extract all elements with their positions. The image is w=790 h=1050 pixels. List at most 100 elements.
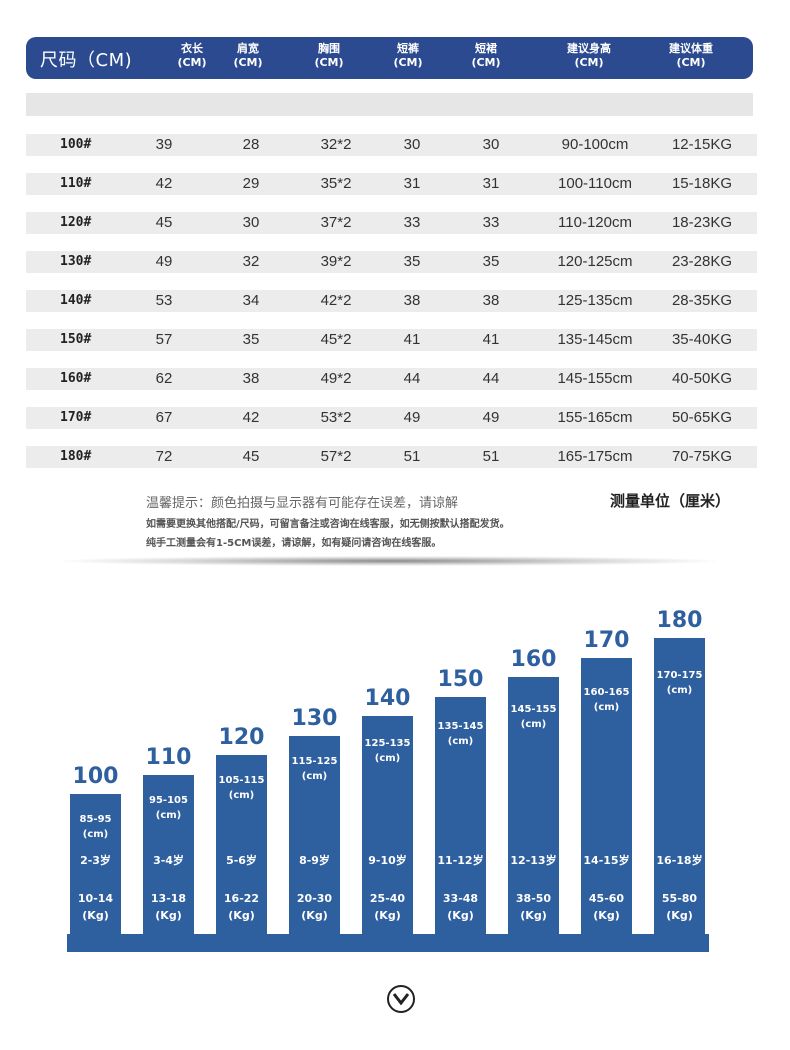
scroll-down-button[interactable] [387,985,415,1013]
cell-length: 72 [155,448,173,465]
chart-bar: 100 85-95 (cm) 2-3岁 10-14 (Kg) [70,764,121,934]
cell-height: 90-100cm [561,136,629,153]
row-background [26,134,757,156]
cell-skirt: 38 [482,292,500,309]
unit-label: 测量单位（厘米） [610,492,731,510]
bar-size-label: 110 [145,744,192,770]
bar-weight-unit: (Kg) [82,909,109,922]
cell-shoulder: 42 [242,409,260,426]
cell-weight: 70-75KG [671,448,733,465]
cell-size: 100# [60,137,92,152]
cell-weight: 50-65KG [671,409,733,426]
row-background [26,251,757,273]
chart-bar: 150 135-145 (cm) 11-12岁 33-48 (Kg) [435,667,486,934]
bar-height-unit: (cm) [666,684,693,696]
tip-text: 温馨提示：颜色拍摄与显示器有可能存在误差，请谅解 [146,496,459,511]
bar-age-label: 9-10岁 [368,854,407,867]
bar-height-unit: (cm) [520,718,547,730]
row-background [26,446,757,468]
row-background [26,407,757,429]
cell-chest: 32*2 [320,136,352,153]
row-background [26,173,757,195]
cell-weight: 23-28KG [671,253,733,270]
cell-size: 160# [60,371,92,386]
measure-note: 纯手工测量会有1-5CM误差，请谅解，如有疑问请咨询在线客服。 [146,538,442,549]
table-row: 100# 39 28 32*2 30 30 90-100cm 12-15KG [26,134,757,156]
cell-shorts: 44 [403,370,421,387]
bar-weight-label: 33-48 (Kg) [435,890,486,924]
cell-length: 53 [155,292,173,309]
divider-shadow [62,556,718,566]
cell-length: 57 [155,331,173,348]
cell-length: 42 [155,175,173,192]
bar-weight-label: 20-30 (Kg) [289,890,340,924]
cell-shoulder: 45 [242,448,260,465]
cell-size: 140# [60,293,92,308]
chart-bar: 160 145-155 (cm) 12-13岁 38-50 (Kg) [508,647,559,934]
bar-size-label: 160 [510,647,557,672]
bar-age-label: 3-4岁 [153,854,184,867]
header-height: 建议身高 (CM) [567,42,611,69]
cell-skirt: 31 [482,175,500,192]
cell-skirt: 44 [482,370,500,387]
bar-height-range: 115-125 [291,755,338,767]
bar-height-unit: (cm) [301,770,328,782]
size-bar-chart: 100 85-95 (cm) 2-3岁 10-14 (Kg) 110 95-105 (cm) 3-… [0,590,790,970]
cell-shorts: 51 [403,448,421,465]
cell-length: 39 [155,136,173,153]
bar-size-label: 150 [437,666,484,692]
bar-height-label: 160-165 (cm) [581,685,632,715]
cell-shoulder: 30 [242,214,260,231]
bar-age-label: 11-12岁 [437,854,484,867]
bar-age-label: 2-3岁 [80,854,111,867]
header-shorts: 短裤 (CM) [393,42,423,69]
bar-age-label: 14-15岁 [583,854,630,867]
cell-skirt: 35 [482,253,500,270]
cell-size: 120# [60,215,92,230]
bar-height-unit: (cm) [447,736,474,747]
cell-shorts: 35 [403,253,421,270]
cell-shorts: 31 [403,175,421,192]
row-background [26,368,757,390]
cell-shorts: 38 [403,292,421,309]
cell-weight: 28-35KG [671,292,733,309]
notes: 温馨提示：颜色拍摄与显示器有可能存在误差，请谅解 如需要更换其他搭配/尺码，可留… [146,492,510,549]
cell-size: 130# [60,254,92,269]
bar-weight-unit: (Kg) [520,909,547,922]
bar-size-label: 180 [656,608,703,633]
bar-weight-unit: (Kg) [301,909,328,922]
bar-height-unit: (cm) [82,829,109,840]
chart-bar: 180 170-175 (cm) 16-18岁 55-80 (Kg) [654,608,705,934]
exchange-note: 如需要更换其他搭配/尺码，可留言备注或咨询在线客服，如无侧按默认搭配发货。 [146,519,510,530]
bar-height-label: 85-95 (cm) [70,812,121,842]
bar-height-unit: (cm) [374,753,401,765]
bar-weight-label: 10-14 (Kg) [70,890,121,924]
cell-height: 100-110cm [558,175,632,192]
bar-height-range: 170-175 [656,669,703,681]
cell-length: 67 [155,409,173,426]
bar-height-label: 115-125 (cm) [289,754,340,784]
cell-size: 110# [60,176,92,191]
cell-size: 170# [60,410,92,425]
bar-size-label: 100 [72,764,119,789]
table-row: 180# 72 45 57*2 51 51 165-175cm 70-75KG [26,446,757,468]
chart-bar: 170 160-165 (cm) 14-15岁 45-60 (Kg) [581,628,632,934]
bar-weight-label: 55-80 (Kg) [654,890,705,924]
bar-height-label: 105-115 (cm) [216,773,267,803]
bar-weight-unit: (Kg) [228,909,255,922]
cell-shorts: 41 [403,331,421,348]
bar-size-label: 170 [583,627,630,653]
bar-height-range: 85-95 [79,814,112,825]
cell-height: 135-145cm [557,331,633,348]
header-weight: 建议体重 (CM) [669,42,713,69]
bar-weight-unit: (Kg) [155,909,182,922]
cell-height: 165-175cm [557,448,633,465]
cell-shorts: 49 [403,409,421,426]
table-row: 170# 67 42 53*2 49 49 155-165cm 50-65KG [26,407,757,429]
header-skirt: 短裙 (CM) [471,42,501,69]
bar-height-range: 135-145 [437,721,484,732]
cell-skirt: 30 [482,136,500,153]
bar-weight-range: 20-30 [296,892,333,905]
cell-height: 145-155cm [557,370,633,387]
cell-length: 45 [155,214,173,231]
